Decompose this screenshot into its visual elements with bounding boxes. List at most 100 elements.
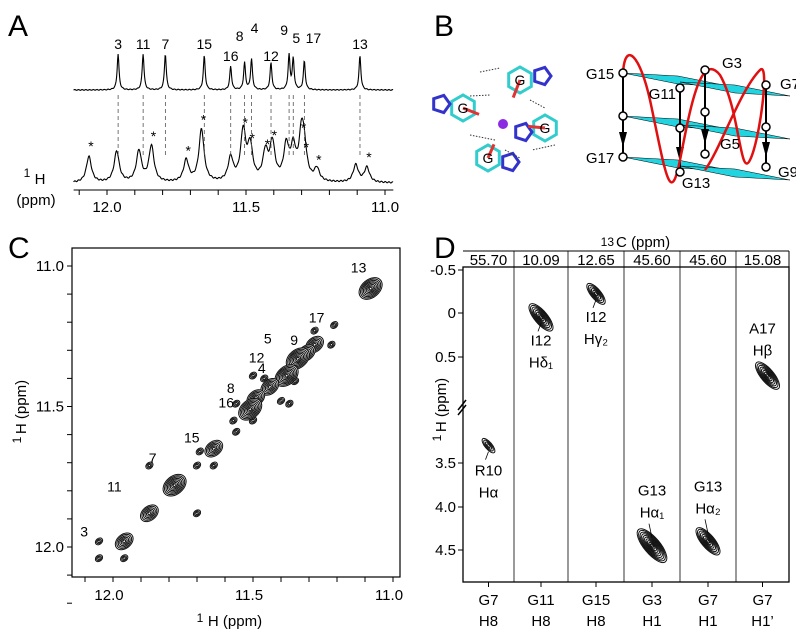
peak-assignment-residue: R10 <box>475 463 503 480</box>
strip-peak-contour <box>590 288 602 300</box>
cross-peak-contour <box>195 511 199 515</box>
y-tick-label: 0 <box>448 305 456 322</box>
strip-atom-label: H1’ <box>751 613 774 630</box>
peak-label: 17 <box>309 310 325 326</box>
cross-peak-contour <box>312 328 317 333</box>
residue-node <box>761 122 771 132</box>
strip-peak-contour <box>483 439 494 452</box>
potassium-ion <box>498 119 508 129</box>
carbonyl-bond <box>528 124 546 130</box>
cross-peak-contour <box>233 400 240 407</box>
peak-leader-line <box>485 451 489 460</box>
strip-peak-contour <box>645 538 659 553</box>
strip-peak-contour <box>587 284 605 304</box>
carbonyl-bond <box>486 143 496 159</box>
diagonal-peak-contour <box>281 371 292 381</box>
x-tick-label: 11.0 <box>375 587 403 604</box>
y-tick-label: 4.0 <box>435 499 456 516</box>
diagonal-peak-contour <box>284 373 289 378</box>
strip-peak-contour <box>701 533 715 549</box>
impurity-star-marker: * <box>201 111 207 127</box>
strip-peak-contour <box>589 286 603 302</box>
diagonal-peak-contour <box>122 539 127 544</box>
cross-peak-contour <box>147 463 152 468</box>
peak-label: 7 <box>161 36 169 52</box>
strip-peak-contour <box>528 303 554 332</box>
peak-label: 11 <box>136 36 151 52</box>
diagonal-peak-contour <box>263 380 277 393</box>
strip-peak-contour <box>698 530 718 553</box>
x-tick-label: 11.0 <box>371 199 399 216</box>
peak-assignment-residue: A17 <box>749 321 776 338</box>
strip-c13-value: 10.09 <box>522 252 560 269</box>
diagonal-peak-contour <box>278 368 295 383</box>
imidazole-ring <box>432 93 452 115</box>
y-tick-label: 0.5 <box>435 349 456 366</box>
strip-c13-value: 45.60 <box>689 252 727 269</box>
topology-label: G9 <box>778 164 796 181</box>
strip-peak-contour <box>644 536 660 555</box>
diagonal-peak-contour <box>358 277 383 300</box>
strip-peak-contour <box>636 528 668 564</box>
diagonal-peak-contour <box>140 504 159 523</box>
peak-assignment-atom: Hβ <box>753 343 773 360</box>
strip-peak-contour <box>592 289 600 298</box>
diagonal-peak-contour <box>204 439 224 458</box>
peak-leader-line <box>648 523 653 538</box>
strip-peak-contour <box>639 531 665 560</box>
strip-peak-contour <box>702 535 714 547</box>
diagonal-peak-contour <box>266 383 274 391</box>
peak-label: 5 <box>264 331 272 347</box>
residue-node <box>675 123 685 133</box>
diagonal-peak-contour <box>292 354 303 364</box>
diagonal-peak-contour <box>171 481 178 489</box>
peak-label: 17 <box>306 30 322 46</box>
cross-peak-contour <box>96 538 102 545</box>
x-tick-label: 12.0 <box>92 199 121 216</box>
diagonal-peak-contour <box>360 278 382 299</box>
strip-peak-contour <box>586 282 606 305</box>
y-axis-label-group: 1 H (ppm) <box>430 378 450 441</box>
cross-peak-contour <box>330 321 339 329</box>
peak-label: 11 <box>107 478 122 494</box>
strand-arrow-icon <box>701 129 709 144</box>
cross-peak-contour <box>250 372 256 379</box>
peak-assignment-atom: Hα₁ <box>640 505 665 522</box>
diagonal-peak-contour <box>169 480 180 490</box>
peak-leader-line <box>537 323 542 332</box>
cross-peak-contour <box>229 416 238 425</box>
cross-peak-contour <box>234 430 238 434</box>
diagonal-peak-contour <box>165 476 184 494</box>
cross-peak-contour <box>279 399 283 403</box>
y-tick-label: 11.5 <box>36 399 64 416</box>
y-tick-label: -0.5 <box>430 262 456 279</box>
cross-peak-contour <box>329 343 334 347</box>
c13-axis-label: C (ppm) <box>616 234 670 251</box>
diagonal-peak-contour <box>283 372 290 379</box>
strip-peak-contour <box>647 540 657 552</box>
x-tick-label: 11.5 <box>232 199 260 216</box>
base-label-g: G <box>458 100 469 116</box>
residue-node <box>675 83 685 93</box>
diagonal-peak-contour <box>207 442 221 455</box>
y-tick-label: 11.0 <box>36 258 64 275</box>
residue-node <box>761 162 771 172</box>
plot-frame <box>462 266 790 583</box>
y-tick-label: 3.5 <box>435 455 456 472</box>
x-tick-label: 11.5 <box>235 587 263 604</box>
diagonal-peak-contour <box>166 477 183 493</box>
cross-peak-contour <box>234 402 238 406</box>
impurity-star-marker: * <box>316 152 322 168</box>
diagonal-peak-contour <box>291 352 305 365</box>
diagonal-peak-contour <box>280 369 293 382</box>
cross-peak-contour <box>192 509 202 518</box>
hydrogen-bond <box>469 94 491 97</box>
strip-peak-contour <box>762 370 773 382</box>
diagonal-peak-contour <box>141 505 158 521</box>
residue-node <box>700 65 710 75</box>
impurity-star-marker: * <box>301 119 307 135</box>
axis-break-mark <box>457 399 467 411</box>
carbonyl-bond <box>462 106 480 116</box>
imidazole-ring <box>533 65 553 87</box>
